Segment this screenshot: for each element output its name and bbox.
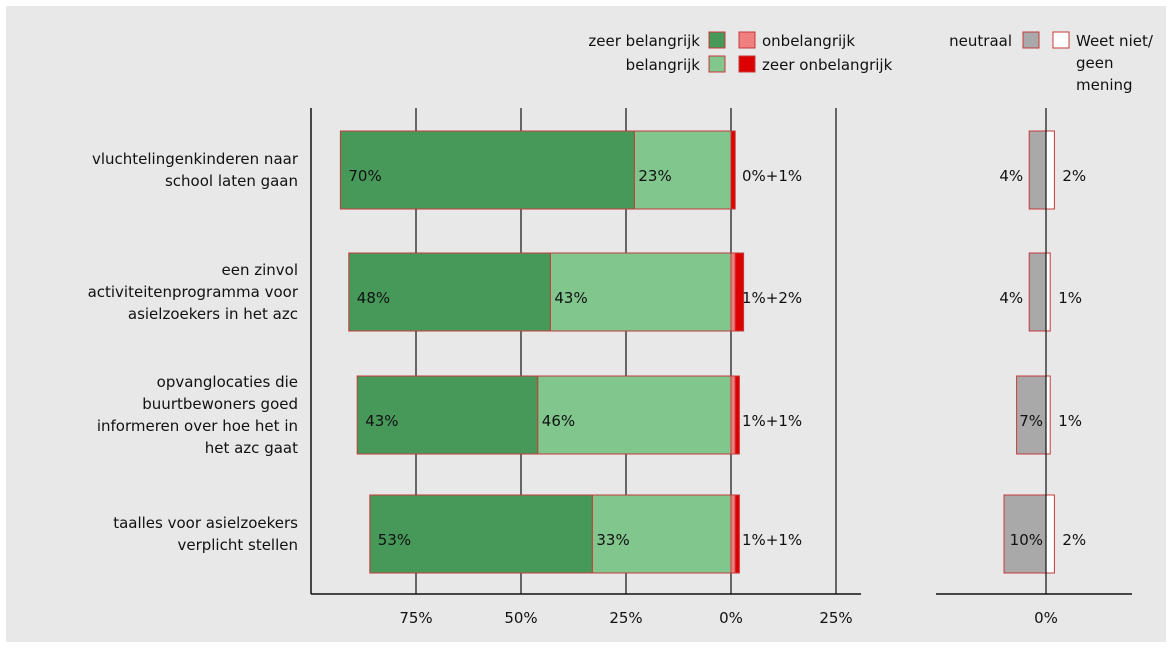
- main-bars: [339, 130, 745, 574]
- data-label-weet-niet: 2%: [1062, 167, 1086, 185]
- side-x-tick-label: 0%: [1034, 609, 1058, 627]
- category-label: verplicht stellen: [177, 536, 298, 554]
- category-label: vluchtelingenkinderen naar: [92, 150, 299, 168]
- legend-label-onbelangrijk: onbelangrijk: [762, 32, 855, 50]
- data-label-belangrijk: 43%: [554, 289, 587, 307]
- data-label-zeer-belangrijk: 53%: [378, 531, 411, 549]
- category-label: een zinvol: [221, 261, 298, 279]
- bar-weet-niet: [1045, 494, 1055, 574]
- side-bars: [1003, 130, 1055, 574]
- data-label-neutraal: 10%: [1010, 531, 1043, 549]
- category-label: taalles voor asielzoekers: [113, 514, 298, 532]
- category-label: asielzoekers in het azc: [128, 305, 298, 323]
- legend-label-weet-niet-line-1: Weet niet/: [1076, 32, 1154, 50]
- x-tick-label: 0%: [719, 609, 743, 627]
- category-label: informeren over hoe het in: [97, 417, 298, 435]
- bar-belangrijk: [633, 130, 732, 210]
- category-label: buurtbewoners goed: [142, 395, 298, 413]
- data-label-belangrijk: 33%: [596, 531, 629, 549]
- data-label-zeer-belangrijk: 70%: [348, 167, 381, 185]
- x-tick-label: 50%: [504, 609, 537, 627]
- data-label-belangrijk: 23%: [638, 167, 671, 185]
- bar-zeer-onbelangrijk: [734, 494, 740, 574]
- data-label-weet-niet: 1%: [1058, 289, 1082, 307]
- legend: zeer belangrijk belangrijk onbelangrijk …: [588, 31, 1154, 94]
- bar-belangrijk: [591, 494, 732, 574]
- data-label-weet-niet: 1%: [1058, 412, 1082, 430]
- legend-label-belangrijk: belangrijk: [626, 56, 701, 74]
- data-label-onbelangrijk-sum: 1%+2%: [742, 289, 802, 307]
- bar-onbelangrijk: [730, 252, 736, 332]
- data-label-neutraal: 4%: [999, 167, 1023, 185]
- data-label-onbelangrijk-sum: 1%+1%: [742, 531, 802, 549]
- data-label-zeer-belangrijk: 43%: [365, 412, 398, 430]
- bar-neutraal: [1028, 130, 1047, 210]
- category-label: het azc gaat: [205, 439, 298, 457]
- bar-belangrijk: [537, 375, 732, 455]
- bar-belangrijk: [549, 252, 732, 332]
- legend-label-neutraal: neutraal: [949, 32, 1012, 50]
- category-label: activiteitenprogramma voor: [88, 283, 299, 301]
- data-label-belangrijk: 46%: [542, 412, 575, 430]
- bar-zeer-onbelangrijk: [734, 375, 740, 455]
- bar-onbelangrijk: [730, 494, 736, 574]
- data-label-onbelangrijk-sum: 1%+1%: [742, 412, 802, 430]
- x-tick-label: 75%: [399, 609, 432, 627]
- data-label-weet-niet: 2%: [1062, 531, 1086, 549]
- category-label: school laten gaan: [165, 172, 298, 190]
- x-tick-label: 25%: [609, 609, 642, 627]
- bar-weet-niet: [1045, 130, 1055, 210]
- bar-neutraal: [1028, 252, 1047, 332]
- category-labels: vluchtelingenkinderen naar school laten g…: [88, 150, 299, 554]
- value-labels: 70% 23% 0%+1% 4% 2% 48% 43% 1%+2% 4% 1% 43% 46% 1%+1…: [348, 167, 1086, 549]
- data-label-neutraal: 7%: [1019, 412, 1043, 430]
- bar-zeer-onbelangrijk: [734, 252, 745, 332]
- legend-swatch-zeer-onbelangrijk: [738, 55, 756, 73]
- legend-label-weet-niet-line-3: mening: [1076, 76, 1133, 94]
- bar-weet-niet: [1045, 375, 1051, 455]
- bar-zeer-belangrijk: [348, 252, 551, 332]
- data-label-neutraal: 4%: [999, 289, 1023, 307]
- legend-swatch-onbelangrijk: [738, 31, 756, 49]
- legend-swatch-weet-niet: [1052, 31, 1070, 49]
- bar-neutraal: [1016, 375, 1047, 455]
- bar-onbelangrijk: [730, 375, 736, 455]
- x-tick-label: 25%: [819, 609, 852, 627]
- bar-zeer-belangrijk: [369, 494, 593, 574]
- bar-zeer-belangrijk: [339, 130, 635, 210]
- bar-zeer-onbelangrijk: [730, 130, 736, 210]
- data-label-onbelangrijk-sum: 0%+1%: [742, 167, 802, 185]
- bar-weet-niet: [1045, 252, 1051, 332]
- bar-neutraal: [1003, 494, 1047, 574]
- legend-swatch-belangrijk: [708, 55, 726, 73]
- axes: 75% 50% 25% 0% 25% 0%: [310, 108, 1132, 627]
- legend-swatch-zeer-belangrijk: [708, 31, 726, 49]
- legend-label-weet-niet-line-2: geen: [1076, 54, 1114, 72]
- legend-label-zeer-onbelangrijk: zeer onbelangrijk: [762, 56, 893, 74]
- legend-swatch-neutraal: [1022, 31, 1040, 49]
- category-label: opvanglocaties die: [157, 373, 298, 391]
- data-label-zeer-belangrijk: 48%: [357, 289, 390, 307]
- legend-label-zeer-belangrijk: zeer belangrijk: [588, 32, 700, 50]
